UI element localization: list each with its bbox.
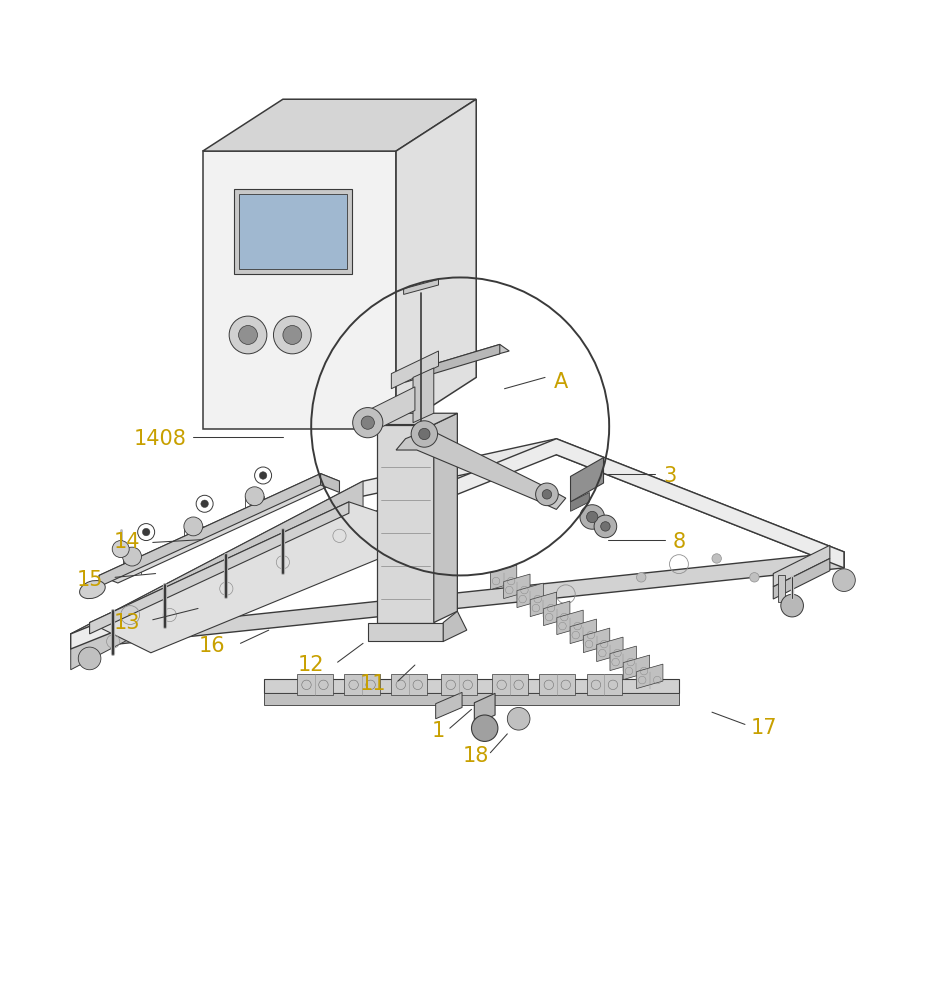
Polygon shape [490,565,517,590]
Polygon shape [492,674,528,695]
Polygon shape [239,194,347,269]
Circle shape [411,421,438,447]
Polygon shape [377,425,434,623]
Ellipse shape [79,581,106,599]
Polygon shape [610,646,637,671]
Circle shape [587,511,598,523]
Polygon shape [773,545,830,587]
Polygon shape [90,502,349,634]
Polygon shape [543,601,570,626]
Polygon shape [71,481,363,670]
Polygon shape [404,279,438,294]
Circle shape [637,573,646,582]
Polygon shape [773,558,830,599]
Circle shape [580,505,604,529]
Circle shape [142,528,150,536]
Circle shape [601,522,610,531]
Polygon shape [344,674,380,695]
Text: 8: 8 [672,532,686,552]
Text: A: A [554,372,569,392]
Circle shape [419,428,430,440]
Polygon shape [71,439,844,649]
Text: 12: 12 [298,655,324,675]
Polygon shape [637,664,663,689]
Polygon shape [504,574,530,599]
Polygon shape [530,592,556,617]
Polygon shape [623,655,650,680]
Circle shape [201,500,208,508]
Text: 3: 3 [663,466,676,486]
Polygon shape [391,351,438,389]
Polygon shape [539,674,575,695]
Polygon shape [297,674,333,695]
Polygon shape [71,439,844,649]
Polygon shape [405,344,509,379]
Polygon shape [234,189,352,274]
Polygon shape [443,611,467,641]
Polygon shape [203,99,476,151]
Polygon shape [99,474,339,583]
Polygon shape [264,693,679,705]
Polygon shape [441,674,477,695]
Circle shape [361,416,374,429]
Polygon shape [474,693,495,724]
Circle shape [712,554,721,563]
Text: 11: 11 [359,674,386,694]
Text: 13: 13 [114,613,141,633]
Circle shape [259,472,267,479]
Polygon shape [405,344,500,382]
Circle shape [542,490,552,499]
Polygon shape [571,492,589,511]
Text: 14: 14 [114,532,141,552]
Polygon shape [517,583,543,608]
Polygon shape [436,692,462,719]
Circle shape [123,547,141,566]
Circle shape [245,487,264,506]
Text: 1408: 1408 [134,429,187,449]
Text: 17: 17 [751,718,777,738]
Circle shape [353,408,383,438]
Circle shape [750,573,759,582]
Polygon shape [203,151,396,429]
Polygon shape [321,474,339,492]
Polygon shape [571,458,604,502]
Circle shape [239,326,257,344]
Circle shape [536,483,558,506]
Polygon shape [71,552,844,649]
Polygon shape [584,628,610,653]
Polygon shape [597,637,623,662]
Circle shape [283,326,302,344]
Circle shape [472,715,498,741]
Polygon shape [396,99,476,429]
Polygon shape [413,368,434,423]
Polygon shape [90,502,441,653]
Polygon shape [391,674,427,695]
Polygon shape [264,679,679,693]
Text: 15: 15 [76,570,103,590]
Circle shape [507,707,530,730]
Polygon shape [368,623,443,641]
Circle shape [112,541,129,558]
Polygon shape [99,474,321,587]
Polygon shape [587,674,622,695]
Polygon shape [368,387,415,434]
Polygon shape [434,413,457,623]
Circle shape [781,594,803,617]
Polygon shape [556,610,583,635]
Polygon shape [377,413,457,425]
Polygon shape [396,429,566,509]
Circle shape [273,316,311,354]
Circle shape [184,517,203,536]
Circle shape [78,647,101,670]
Circle shape [833,569,855,591]
Polygon shape [778,575,785,602]
Text: 1: 1 [432,721,445,741]
Circle shape [594,515,617,538]
Text: 18: 18 [463,746,489,766]
Polygon shape [571,619,597,644]
Text: 16: 16 [199,636,225,656]
Circle shape [229,316,267,354]
